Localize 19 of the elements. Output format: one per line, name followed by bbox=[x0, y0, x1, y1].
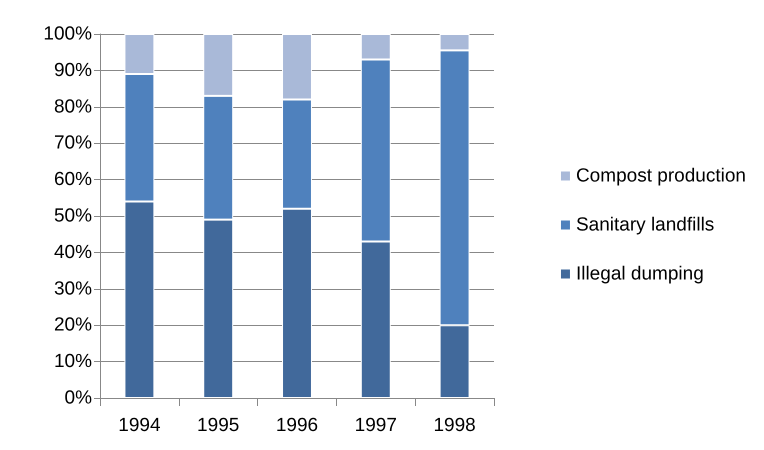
y-tick-label: 100% bbox=[43, 24, 92, 44]
legend-label: Compost production bbox=[576, 166, 746, 186]
y-tick-label: 70% bbox=[54, 132, 92, 154]
y-tick-label: 40% bbox=[54, 242, 92, 263]
y-tick-label: 60% bbox=[54, 169, 92, 190]
legend-label: Illegal dumping bbox=[576, 264, 704, 284]
x-tick-label: 1994 bbox=[118, 415, 161, 436]
y-tick-label: 90% bbox=[54, 60, 92, 81]
y-tick-label: 50% bbox=[54, 206, 92, 226]
y-tick-label: 0% bbox=[64, 388, 92, 408]
x-tick-label: 1997 bbox=[354, 415, 397, 436]
x-tick-label: 1995 bbox=[197, 415, 240, 436]
x-tick-label: 1996 bbox=[276, 415, 318, 436]
legend-label: Sanitary landfills bbox=[576, 214, 714, 236]
x-tick-label: 1998 bbox=[433, 415, 476, 436]
y-tick-label: 80% bbox=[54, 96, 92, 118]
y-tick-label: 20% bbox=[54, 314, 92, 336]
y-tick-label: 30% bbox=[54, 278, 92, 300]
y-tick-label: 10% bbox=[54, 351, 92, 372]
